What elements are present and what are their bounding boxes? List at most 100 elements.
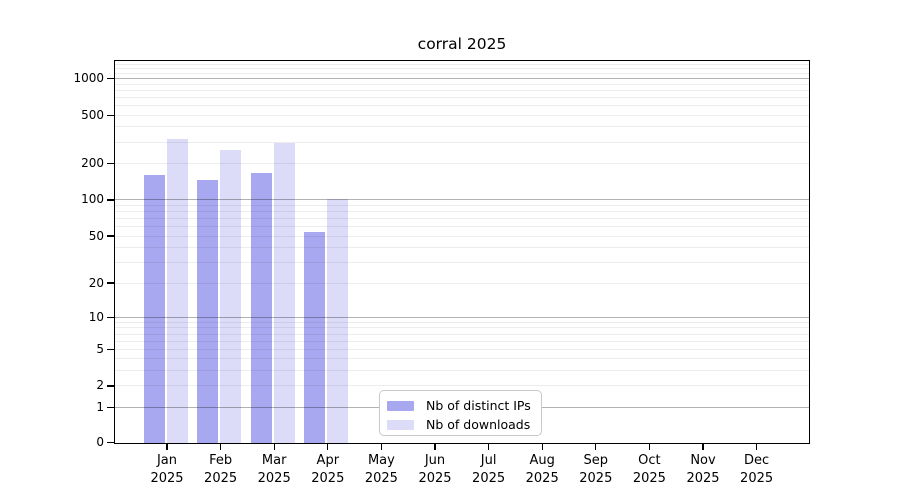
y-tick-label: 50 <box>88 228 104 243</box>
x-tick-year: 2025 <box>418 471 452 486</box>
x-tick-month: Jun <box>424 453 446 468</box>
y-tick-mark <box>107 385 114 387</box>
minor-gridline <box>115 89 809 91</box>
x-tick-month: Nov <box>690 453 716 468</box>
bar-downloads-jan <box>166 139 188 443</box>
x-tick-mark <box>702 444 704 450</box>
x-tick-year: 2025 <box>686 471 720 486</box>
minor-gridline <box>115 105 809 106</box>
x-tick-year: 2025 <box>472 471 506 486</box>
minor-gridline <box>115 226 809 227</box>
x-tick-month: Jul <box>480 453 497 468</box>
minor-gridline <box>115 83 809 85</box>
legend-swatch-downloads <box>387 419 414 430</box>
x-tick-mark <box>327 444 329 450</box>
legend-item-distinct-ips: Nb of distinct IPs <box>387 396 532 415</box>
y-tick-mark <box>107 235 114 237</box>
y-tick-mark <box>107 77 114 80</box>
chart-title: corral 2025 <box>417 35 507 53</box>
y-tick-mark <box>107 282 114 284</box>
y-tick-label: 5 <box>96 341 104 356</box>
x-tick-mark <box>756 444 758 450</box>
x-tick-year: 2025 <box>257 471 291 486</box>
y-tick-label: 100 <box>81 192 104 207</box>
x-tick-mark <box>541 444 543 450</box>
y-tick-mark <box>107 406 114 408</box>
y-tick-mark <box>107 348 114 350</box>
x-tick-label: May 2025 <box>351 452 411 488</box>
bar-distinct-ips-apr <box>304 231 326 443</box>
minor-gridline <box>115 385 809 387</box>
minor-gridline <box>115 333 809 335</box>
x-tick-label: Nov 2025 <box>673 452 733 488</box>
x-tick-month: Oct <box>638 453 661 468</box>
x-tick-month: Aug <box>529 453 555 468</box>
x-tick-label: Apr 2025 <box>298 452 358 488</box>
legend-label-distinct-ips: Nb of distinct IPs <box>426 398 531 413</box>
x-tick-label: Mar 2025 <box>244 452 304 488</box>
y-tick-mark <box>107 316 114 318</box>
minor-gridline <box>115 327 809 329</box>
x-tick-label: Oct 2025 <box>619 452 679 488</box>
x-tick-month: Sep <box>583 453 609 468</box>
x-tick-mark <box>488 444 490 450</box>
minor-gridline <box>115 348 809 350</box>
x-tick-label: Jul 2025 <box>459 452 519 488</box>
minor-gridline <box>115 73 809 74</box>
minor-gridline <box>115 261 809 263</box>
minor-gridline <box>115 358 809 360</box>
minor-gridline <box>115 282 809 284</box>
minor-gridline <box>115 64 809 66</box>
major-gridline <box>115 199 809 201</box>
x-tick-mark <box>220 444 222 450</box>
x-tick-label: Sep 2025 <box>566 452 626 488</box>
legend-label-downloads: Nb of downloads <box>426 417 531 432</box>
minor-gridline <box>115 218 809 219</box>
major-gridline <box>115 316 809 318</box>
bar-downloads-mar <box>273 143 295 443</box>
minor-gridline <box>115 96 809 98</box>
x-tick-label: Feb 2025 <box>191 452 251 488</box>
y-tick-label: 2 <box>96 378 104 393</box>
minor-gridline <box>115 211 809 212</box>
minor-gridline <box>115 141 809 143</box>
minor-gridline <box>115 235 809 237</box>
y-tick-mark <box>107 441 114 444</box>
legend: Nb of distinct IPs Nb of downloads <box>379 390 542 436</box>
minor-gridline <box>115 163 809 164</box>
x-tick-month: May <box>367 453 395 468</box>
x-tick-label: Jun 2025 <box>405 452 465 488</box>
x-tick-mark <box>434 444 436 450</box>
y-tick-label: 0 <box>96 435 104 449</box>
x-tick-month: Dec <box>744 453 770 468</box>
y-tick-label: 20 <box>88 275 104 290</box>
x-tick-month: Feb <box>209 453 233 468</box>
y-tick-label: 1 <box>96 399 104 414</box>
x-tick-year: 2025 <box>525 471 559 486</box>
y-tick-label: 500 <box>81 107 104 122</box>
plot-area: Nb of distinct IPs Nb of downloads <box>114 60 810 444</box>
y-tick-mark <box>107 114 114 116</box>
y-tick-label: 1000 <box>73 71 104 85</box>
y-tick-label: 200 <box>81 156 104 170</box>
x-tick-label: Dec 2025 <box>727 452 787 488</box>
x-tick-year: 2025 <box>311 471 345 486</box>
x-tick-label: Jan 2025 <box>137 452 197 488</box>
y-tick-mark <box>107 162 114 165</box>
bar-distinct-ips-feb <box>197 179 219 443</box>
x-tick-month: Jan <box>156 453 178 468</box>
x-tick-year: 2025 <box>740 471 774 486</box>
x-tick-year: 2025 <box>632 471 666 486</box>
minor-gridline <box>115 340 809 342</box>
x-tick-mark <box>166 444 168 450</box>
bar-distinct-ips-jan <box>143 175 165 443</box>
y-tick-label: 10 <box>88 309 104 324</box>
minor-gridline <box>115 370 809 372</box>
x-tick-mark <box>648 444 651 450</box>
minor-gridline <box>115 114 809 116</box>
bar-distinct-ips-mar <box>250 172 272 443</box>
x-tick-year: 2025 <box>150 471 184 486</box>
minor-gridline <box>115 126 809 128</box>
x-tick-mark <box>595 444 597 450</box>
